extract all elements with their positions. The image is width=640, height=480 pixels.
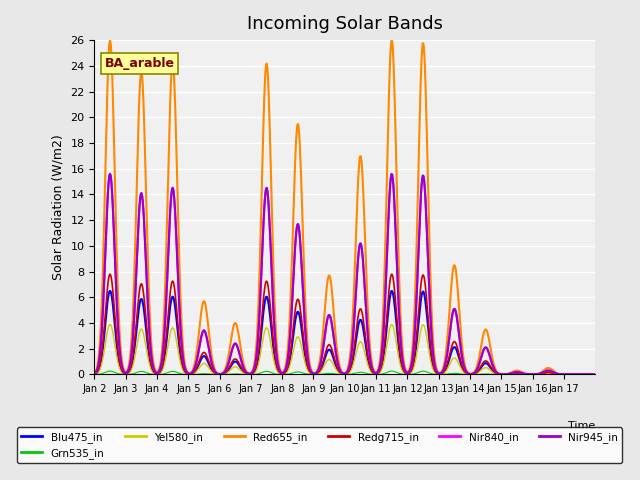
Redg715_in <box>90 371 98 377</box>
Nir840_in <box>591 372 599 377</box>
Redg715_in <box>267 308 275 314</box>
Yel580_in <box>425 348 433 353</box>
Line: Blu475_in: Blu475_in <box>94 291 595 374</box>
Line: Yel580_in: Yel580_in <box>94 324 595 374</box>
Nir945_in <box>242 369 250 375</box>
Yel580_in <box>150 370 157 376</box>
Red655_in <box>397 315 404 321</box>
Yel580_in <box>90 372 98 377</box>
Nir945_in <box>286 339 294 345</box>
Redg715_in <box>106 271 114 277</box>
Nir945_in <box>397 338 404 344</box>
Red655_in <box>242 368 250 373</box>
Nir945_in <box>267 245 275 251</box>
Y-axis label: Solar Radiation (W/m2): Solar Radiation (W/m2) <box>52 134 65 280</box>
Red655_in <box>425 211 433 216</box>
Grn535_in <box>242 372 250 377</box>
Yel580_in <box>106 322 114 327</box>
Legend: Blu475_in, Grn535_in, Yel580_in, Red655_in, Redg715_in, Nir840_in, Nir945_in: Blu475_in, Grn535_in, Yel580_in, Red655_… <box>17 427 622 463</box>
Text: Time: Time <box>568 421 595 431</box>
Nir840_in <box>106 171 114 177</box>
Nir945_in <box>150 366 157 372</box>
Yel580_in <box>591 372 599 377</box>
Yel580_in <box>286 363 294 369</box>
Nir840_in <box>286 339 294 345</box>
Nir840_in <box>425 275 433 281</box>
Nir840_in <box>397 338 404 344</box>
Grn535_in <box>106 368 114 374</box>
Nir840_in <box>267 245 275 251</box>
Blu475_in <box>591 372 599 377</box>
Grn535_in <box>90 372 98 377</box>
Grn535_in <box>267 370 275 375</box>
Line: Redg715_in: Redg715_in <box>94 274 595 374</box>
Red655_in <box>90 370 98 376</box>
Red655_in <box>591 372 599 377</box>
Nir840_in <box>242 369 250 375</box>
Red655_in <box>150 362 157 368</box>
Grn535_in <box>425 370 433 376</box>
Redg715_in <box>425 324 433 329</box>
Redg715_in <box>591 372 599 377</box>
Nir945_in <box>591 372 599 377</box>
Yel580_in <box>397 363 404 369</box>
Blu475_in <box>425 331 433 337</box>
Line: Nir945_in: Nir945_in <box>94 174 595 374</box>
Nir945_in <box>106 171 114 177</box>
Nir840_in <box>90 371 98 376</box>
Red655_in <box>267 161 275 167</box>
Nir945_in <box>425 275 433 281</box>
Nir840_in <box>150 366 157 372</box>
Text: BA_arable: BA_arable <box>104 57 174 70</box>
Yel580_in <box>267 340 275 346</box>
Grn535_in <box>286 371 294 377</box>
Redg715_in <box>242 371 250 376</box>
Blu475_in <box>90 371 98 377</box>
Yel580_in <box>242 371 250 377</box>
Blu475_in <box>106 288 114 294</box>
Blu475_in <box>286 358 294 364</box>
Title: Incoming Solar Bands: Incoming Solar Bands <box>247 15 443 33</box>
Line: Nir840_in: Nir840_in <box>94 174 595 374</box>
Blu475_in <box>150 369 157 375</box>
Blu475_in <box>267 319 275 324</box>
Red655_in <box>286 317 294 323</box>
Grn535_in <box>397 371 404 377</box>
Blu475_in <box>397 358 404 363</box>
Blu475_in <box>242 371 250 376</box>
Redg715_in <box>150 369 157 374</box>
Nir945_in <box>90 371 98 376</box>
Grn535_in <box>150 372 157 377</box>
Line: Red655_in: Red655_in <box>94 40 595 374</box>
Redg715_in <box>397 355 404 360</box>
Red655_in <box>106 37 114 43</box>
Redg715_in <box>286 355 294 361</box>
Grn535_in <box>591 372 599 377</box>
Line: Grn535_in: Grn535_in <box>94 371 595 374</box>
